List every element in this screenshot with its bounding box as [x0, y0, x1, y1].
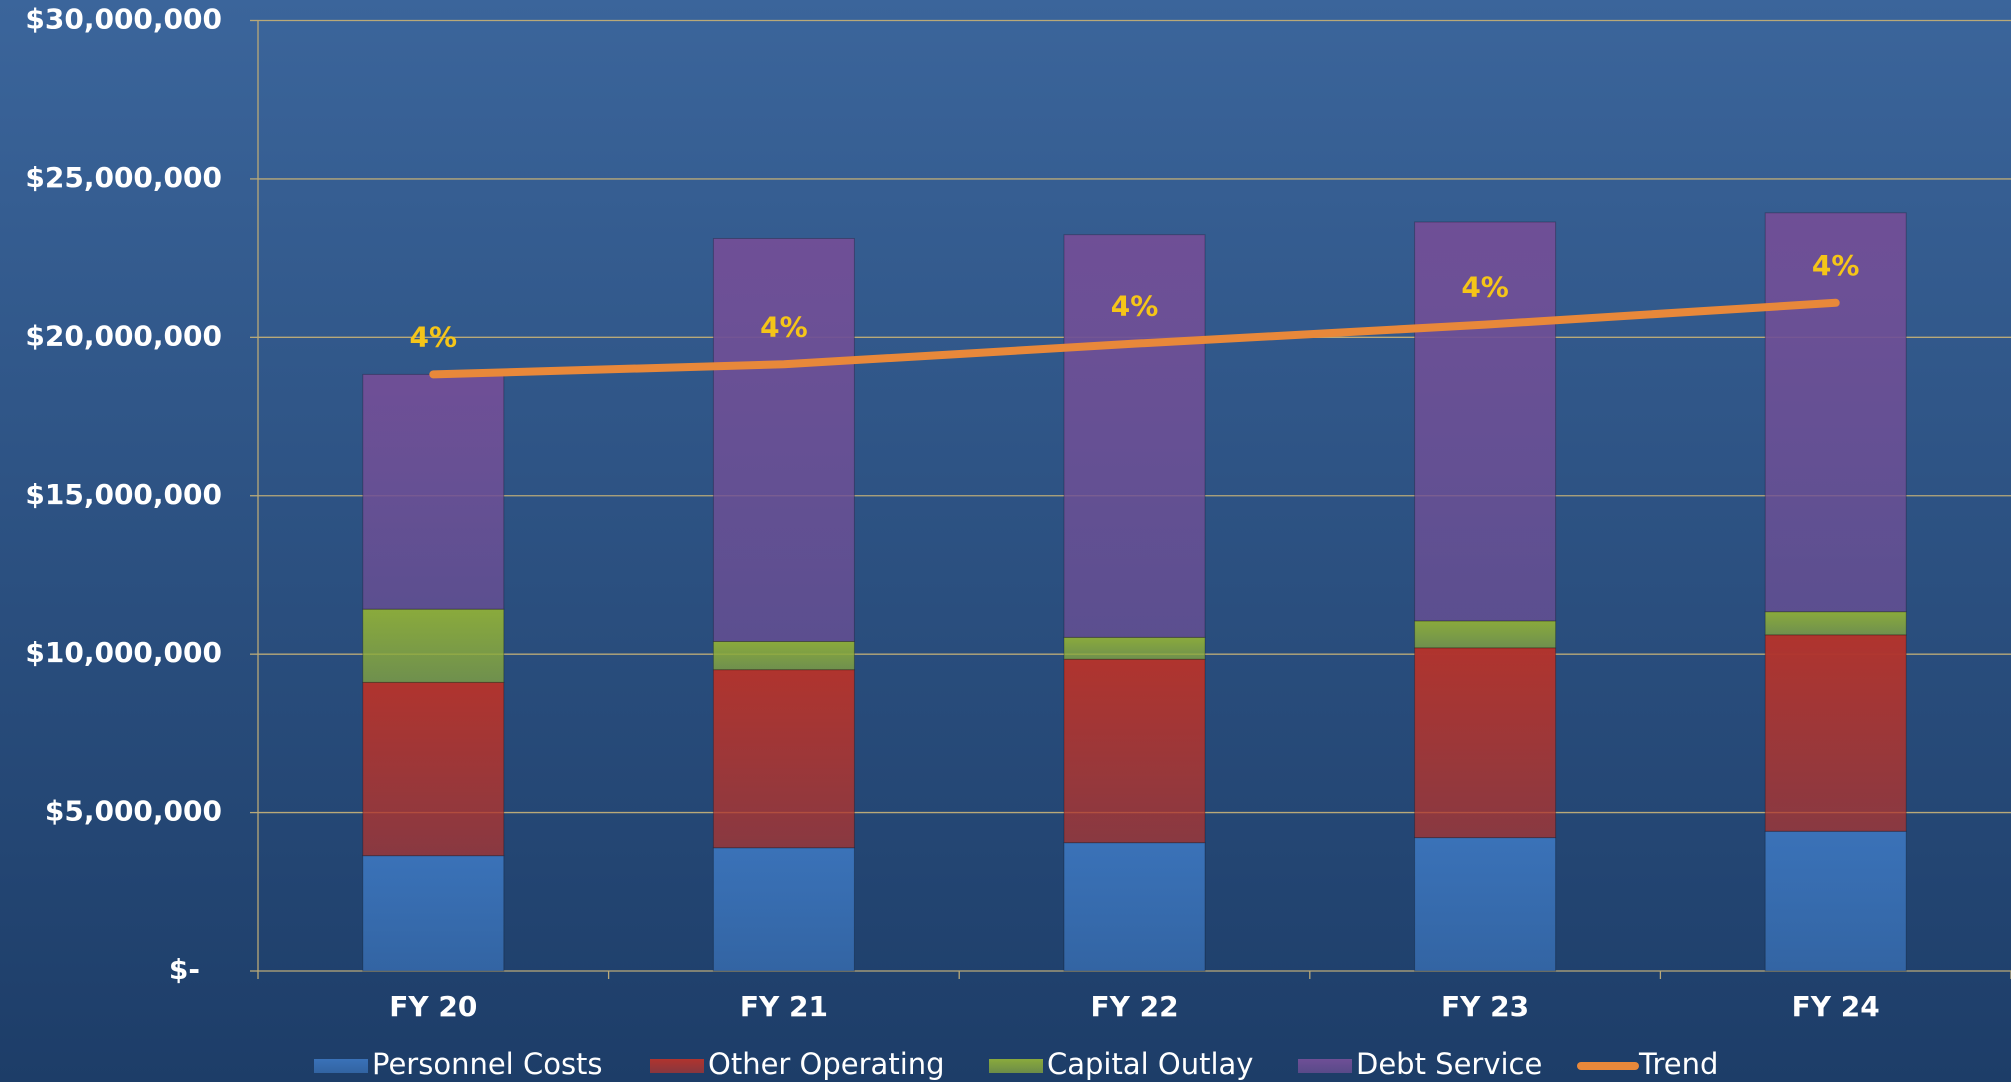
bar-segment — [712, 640, 855, 671]
bar-segment — [1414, 647, 1557, 839]
legend-swatch — [989, 1059, 1043, 1073]
x-tick-label: FY 22 — [1090, 990, 1178, 1023]
bar-segment — [1764, 830, 1907, 972]
bar-segment — [712, 847, 855, 972]
y-tick-label: $5,000,000 — [45, 795, 222, 828]
legend-label: Debt Service — [1356, 1047, 1542, 1081]
bar-segment — [1063, 842, 1206, 972]
legend-swatch — [1298, 1059, 1352, 1073]
bar-segment — [712, 237, 855, 642]
bar-segment — [1764, 212, 1907, 613]
growth-label: 4% — [760, 310, 808, 343]
bar-segment — [1414, 837, 1557, 972]
x-tick-label: FY 20 — [389, 990, 477, 1023]
x-tick-label: FY 21 — [740, 990, 828, 1023]
bar-segment — [1063, 234, 1206, 638]
bar-segment — [362, 855, 505, 972]
bar-segment — [362, 681, 505, 857]
legend-label: Capital Outlay — [1047, 1047, 1253, 1081]
y-tick-label: $- — [169, 953, 200, 986]
bar-segment — [712, 669, 855, 849]
legend-label: Personnel Costs — [372, 1047, 603, 1081]
x-tick-label: FY 24 — [1792, 990, 1880, 1023]
bar-segment — [362, 608, 505, 683]
y-tick-label: $25,000,000 — [25, 161, 222, 194]
x-tick-label: FY 23 — [1441, 990, 1529, 1023]
bar-segment — [1063, 636, 1206, 660]
growth-label: 4% — [410, 320, 458, 353]
legend-label: Trend — [1638, 1047, 1718, 1081]
y-tick-label: $20,000,000 — [25, 319, 222, 352]
legend-swatch — [650, 1059, 704, 1073]
bar-segment — [362, 373, 505, 610]
bar-segment — [1414, 620, 1557, 649]
growth-label: 4% — [1812, 249, 1860, 282]
y-tick-label: $10,000,000 — [25, 636, 222, 669]
y-tick-label: $30,000,000 — [25, 3, 222, 36]
bar-segment — [1414, 221, 1557, 622]
trend-line — [429, 298, 1840, 379]
bar-segment — [1063, 658, 1206, 844]
bar-segment — [1764, 611, 1907, 636]
growth-label: 4% — [1461, 271, 1509, 304]
bar-segment — [1764, 634, 1907, 832]
growth-label: 4% — [1111, 290, 1159, 323]
y-tick-label: $15,000,000 — [25, 478, 222, 511]
legend-label: Other Operating — [708, 1047, 945, 1081]
legend-swatch — [314, 1059, 368, 1073]
